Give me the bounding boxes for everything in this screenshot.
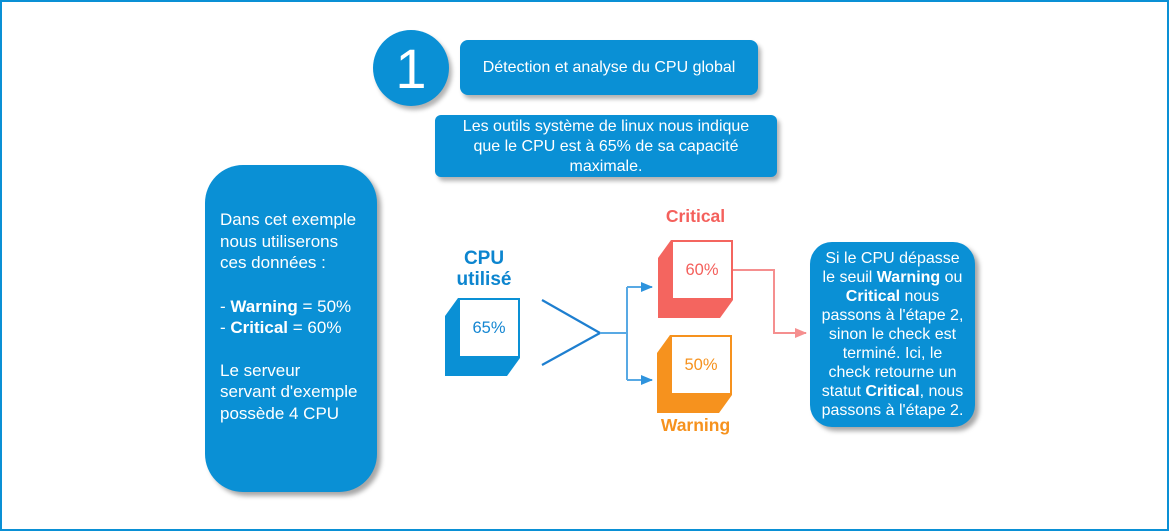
critical-node-value: 60%: [685, 260, 719, 279]
critical-cube-face: 60%: [671, 240, 733, 300]
example-outro-text: Le serveur servant d'exemple possède 4 C…: [220, 360, 358, 423]
example-intro-text: Dans cet exemple nous utiliserons ces do…: [220, 210, 357, 272]
split-chevron-icon: [541, 299, 601, 366]
cpu-cube-face: 65%: [458, 298, 520, 358]
critical-threshold-text: - Critical = 60%: [220, 318, 342, 337]
warning-node-label: Warning: [660, 415, 731, 435]
outcome-note-text: Si le CPU dépasse le seuil Warning ou Cr…: [821, 250, 964, 419]
warning-threshold-text: - Warning = 50%: [220, 296, 352, 316]
intro-note-text: Les outils système de linux nous indique…: [462, 118, 750, 175]
example-data-panel: Dans cet exemple nous utiliserons ces do…: [205, 165, 377, 492]
outcome-note-box: Si le CPU dépasse le seuil Warning ou Cr…: [810, 242, 975, 427]
critical-node-cube: 60%: [658, 240, 733, 318]
cpu-node-value: 65%: [472, 318, 506, 337]
intro-note-box: Les outils système de linux nous indique…: [435, 115, 777, 177]
critical-node-label: Critical: [665, 206, 726, 226]
cpu-node-cube: 65%: [445, 298, 520, 376]
branch-line: [600, 287, 628, 380]
cpu-node-label: CPU utilisé: [456, 248, 512, 290]
step-title: Détection et analyse du CPU global: [482, 58, 736, 76]
step-number-badge: 1: [373, 30, 449, 106]
step-number: 1: [395, 36, 427, 100]
critical-to-outcome-arrow-icon: [733, 269, 807, 338]
warning-node-cube: 50%: [657, 335, 732, 413]
warning-cube-face: 50%: [670, 335, 732, 395]
step-title-box: Détection et analyse du CPU global: [460, 40, 758, 95]
warning-node-value: 50%: [684, 355, 718, 374]
